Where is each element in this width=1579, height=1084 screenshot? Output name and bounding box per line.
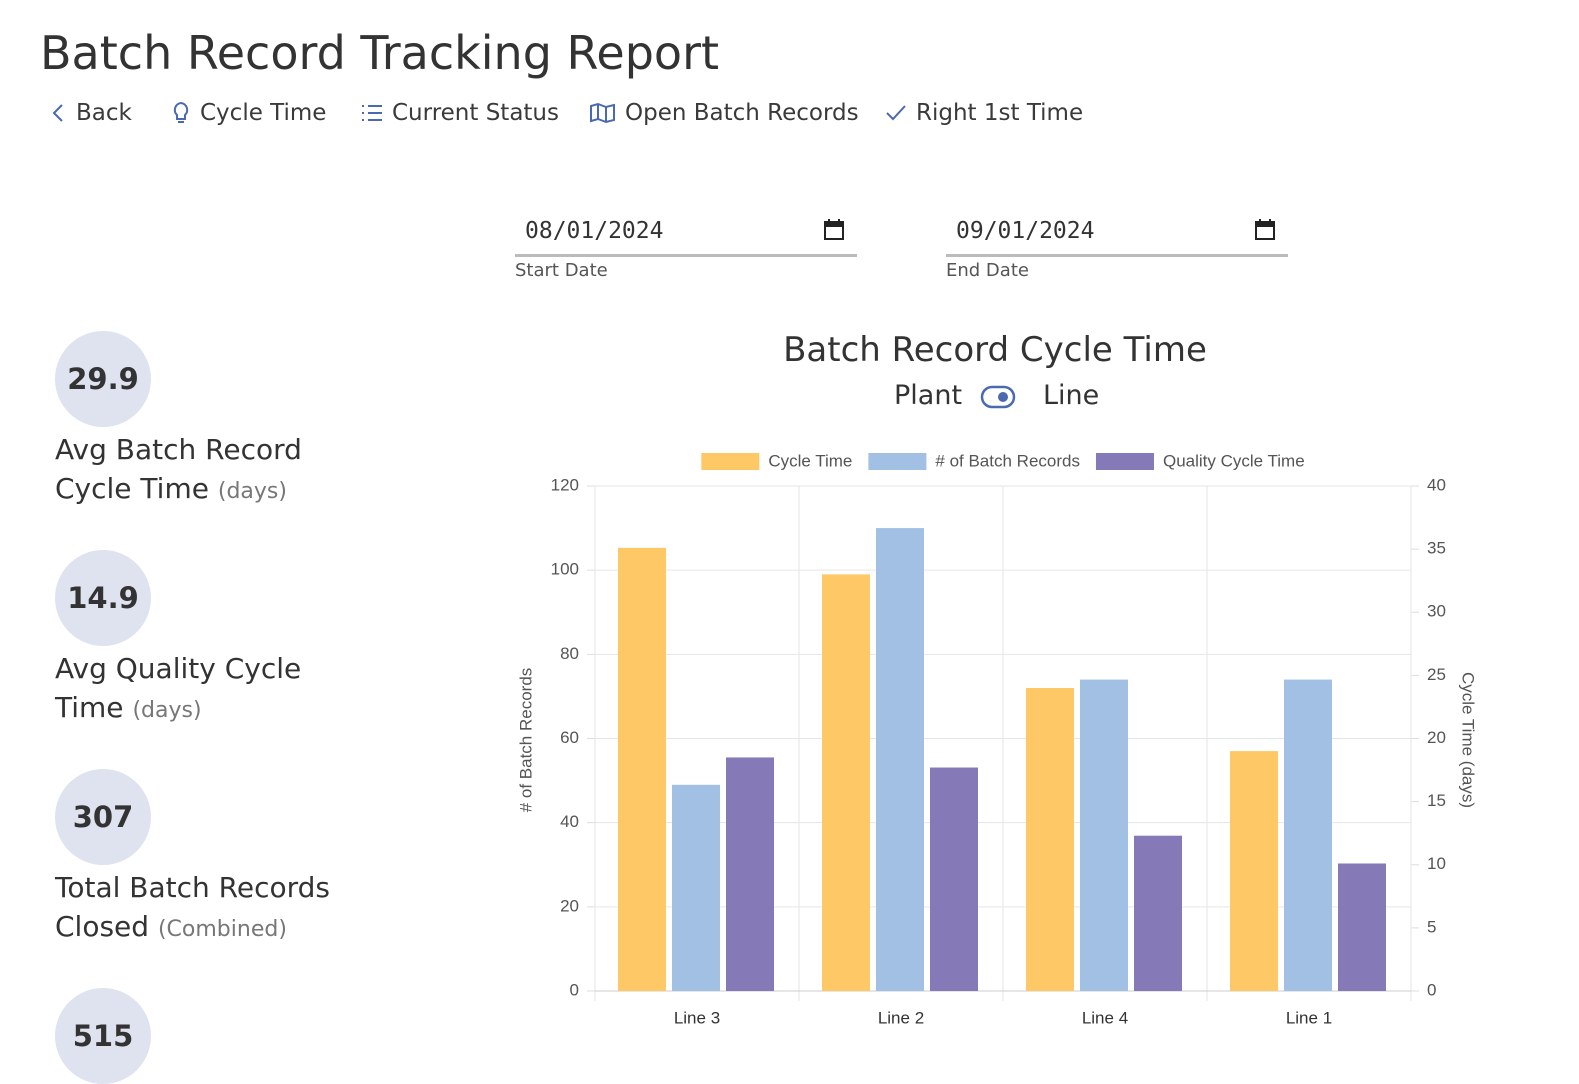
bar	[1284, 679, 1332, 991]
page: 0 20 40 60 80 100 120 0 5 10 15 20 25 30 35 40 # of Batc…	[40, 26, 1478, 1084]
toggle-label: Line	[1043, 380, 1100, 411]
y2-tick-label: 5	[1427, 917, 1436, 936]
y2-tick-label: 10	[1427, 854, 1446, 873]
y2-tick-label: 25	[1427, 665, 1446, 684]
toggle-label: Plant	[894, 380, 963, 411]
y-axis-title: # of Batch Records	[516, 668, 535, 813]
nav-label: Current Status	[392, 100, 559, 126]
y-tick-label: 40	[560, 812, 579, 831]
y-tick-label: 20	[560, 896, 579, 915]
y2-tick-label: 20	[1427, 728, 1446, 747]
nav-label: Open Batch Records	[625, 100, 859, 126]
nav-cycle-time[interactable]: Cycle Time	[170, 100, 326, 126]
bar	[930, 767, 978, 991]
date-label: Start Date	[515, 260, 608, 281]
nav-current-status[interactable]: Current Status	[360, 100, 559, 126]
bar	[1338, 863, 1386, 991]
y-tick-label: 80	[560, 644, 579, 663]
start-date-input[interactable]: 08/01/2024	[515, 210, 857, 257]
date-value: 09/01/2024	[956, 218, 1095, 244]
bar	[1134, 835, 1182, 991]
stat-unit: (days)	[132, 698, 202, 723]
x-tick-label: Line 1	[1286, 1008, 1332, 1027]
y2-tick-label: 30	[1427, 602, 1446, 621]
end-date-input[interactable]: 09/01/2024	[946, 210, 1288, 257]
nav-label: Cycle Time	[200, 100, 327, 126]
nav-right-first-time[interactable]: Right 1st Time	[884, 100, 1083, 126]
nav-label: Back	[76, 100, 132, 126]
legend-label: # of Batch Records	[935, 451, 1080, 470]
stat-value: 307	[55, 769, 151, 865]
stat-unit: (days)	[217, 479, 287, 504]
stat-unit: (Combined)	[157, 917, 287, 942]
stat-text: Avg Quality Cycle Time	[55, 652, 302, 724]
bar	[876, 528, 924, 991]
calendar-icon[interactable]	[1254, 218, 1276, 242]
stat-text: Total Batch Records Closed	[55, 871, 331, 943]
bar	[726, 757, 774, 991]
toggle-switch[interactable]	[980, 384, 1016, 410]
nav-back[interactable]: Back	[48, 100, 132, 126]
y2-tick-label: 0	[1427, 980, 1436, 999]
x-tick-label: Line 4	[1082, 1008, 1128, 1027]
legend-swatch	[868, 453, 927, 470]
legend-swatch	[1095, 453, 1154, 470]
y-tick-label: 120	[551, 475, 579, 494]
stat-label: Total Batch Records Closed (Combined)	[55, 868, 345, 949]
y2-tick-label: 15	[1427, 791, 1446, 810]
stat-label: Avg Quality Cycle Time (days)	[55, 649, 345, 730]
bar	[822, 574, 870, 991]
bar	[672, 784, 720, 991]
date-label: End Date	[946, 260, 1029, 281]
legend-label: Quality Cycle Time	[1163, 451, 1305, 470]
calendar-icon[interactable]	[823, 218, 845, 242]
chart-title: Batch Record Cycle Time	[783, 330, 1207, 370]
stat-value: 515	[55, 988, 151, 1084]
x-tick-label: Line 3	[674, 1008, 720, 1027]
y-tick-label: 60	[560, 728, 579, 747]
y2-axis-title: Cycle Time (days)	[1459, 672, 1478, 808]
legend-label: Cycle Time	[768, 451, 852, 470]
y2-tick-label: 35	[1427, 539, 1446, 558]
bar	[618, 547, 666, 991]
bar	[1230, 751, 1278, 991]
y-tick-label: 100	[551, 560, 579, 579]
stat-label: Avg Batch Record Cycle Time (days)	[55, 430, 345, 511]
stat-text: Avg Batch Record Cycle Time	[55, 433, 302, 505]
stat-value: 14.9	[55, 550, 151, 646]
date-value: 08/01/2024	[525, 218, 664, 244]
bar	[1026, 688, 1074, 991]
bar	[1080, 679, 1128, 991]
x-tick-label: Line 2	[878, 1008, 924, 1027]
legend-swatch	[701, 453, 760, 470]
nav-label: Right 1st Time	[916, 100, 1084, 126]
chart: 0 20 40 60 80 100 120 0 5 10 15 20 25 30 35 40 # of Batc…	[516, 451, 1478, 1027]
page-title: Batch Record Tracking Report	[40, 26, 720, 80]
nav-open-batch-records[interactable]: Open Batch Records	[589, 100, 859, 126]
stat-value: 29.9	[55, 331, 151, 427]
y-tick-label: 0	[570, 980, 579, 999]
y2-tick-label: 40	[1427, 475, 1446, 494]
